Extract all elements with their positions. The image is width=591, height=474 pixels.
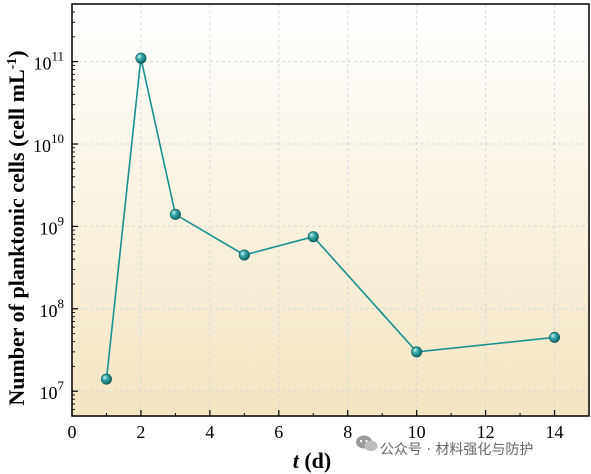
data-series [100, 52, 561, 385]
x-tick-label: 14 [546, 422, 564, 442]
data-point [549, 331, 561, 343]
x-tick-label: 12 [477, 422, 495, 442]
watermark-text: 公众号 · 材料强化与防护 [380, 442, 533, 458]
plot-area-background [72, 4, 589, 416]
grid-lines [72, 4, 589, 416]
y-tick-label: 108 [40, 296, 65, 321]
data-point [135, 52, 147, 64]
x-tick-label: 4 [205, 422, 214, 442]
x-axis-title: t (d) [293, 448, 332, 473]
x-tick-label: 0 [68, 422, 77, 442]
y-tick-label: 1011 [33, 49, 64, 74]
wechat-icon [356, 435, 378, 452]
data-point [238, 249, 250, 261]
axis-ticks: 0 2 4 6 8 10 12 14 107 108 109 1010 1011 [33, 11, 564, 442]
data-point [169, 208, 181, 220]
y-tick-label: 107 [40, 378, 65, 403]
watermark: 公众号 · 材料强化与防护 [356, 435, 533, 458]
y-tick-label: 109 [40, 213, 65, 238]
x-tick-label: 8 [343, 422, 352, 442]
plot-frame [71, 3, 590, 417]
y-tick-label: 1010 [33, 131, 64, 156]
data-point [100, 373, 112, 385]
x-tick-label: 10 [408, 422, 426, 442]
data-point [307, 231, 319, 243]
data-point [411, 346, 423, 358]
x-tick-label: 6 [274, 422, 283, 442]
y-axis-title: Number of planktonic cells (cell mL-1) [4, 50, 29, 405]
x-tick-label: 2 [136, 422, 145, 442]
